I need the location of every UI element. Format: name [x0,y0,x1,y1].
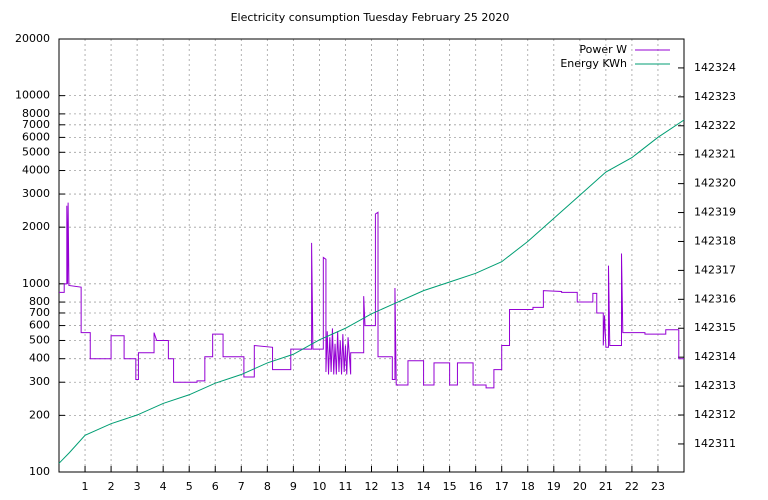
chart-title: Electricity consumption Tuesday February… [231,11,510,24]
y2-tick-label: 142321 [694,148,736,161]
y2-tick-label: 142314 [694,350,736,363]
x-tick-label: 2 [108,480,115,493]
x-tick-label: 13 [391,480,405,493]
y-tick-label: 200 [29,408,50,421]
y-tick-label: 100 [29,465,50,478]
y2-tick-label: 142313 [694,379,736,392]
legend-label: Power W [579,43,627,56]
x-tick-label: 10 [312,480,326,493]
x-tick-label: 19 [547,480,561,493]
x-tick-label: 4 [160,480,167,493]
x-tick-label: 17 [495,480,509,493]
y2-tick-label: 142322 [694,119,736,132]
series-line [59,202,684,389]
x-tick-label: 16 [469,480,483,493]
x-tick-label: 15 [443,480,457,493]
y-tick-label: 7000 [22,118,50,131]
x-tick-label: 3 [134,480,141,493]
y-tick-label: 10000 [15,89,50,102]
plot-frame [58,38,685,473]
y2-tick-label: 142323 [694,90,736,103]
y-tick-label: 800 [29,295,50,308]
y-tick-label: 700 [29,306,50,319]
y-tick-label: 400 [29,352,50,365]
y2-tick-label: 142317 [694,263,736,276]
y2-tick-label: 142316 [694,292,736,305]
x-tick-label: 20 [573,480,587,493]
y-tick-label: 500 [29,333,50,346]
x-tick-label: 18 [521,480,535,493]
x-tick-label: 1 [82,480,89,493]
x-tick-label: 7 [238,480,245,493]
y2-tick-label: 142318 [694,234,736,247]
y2-tick-label: 142319 [694,206,736,219]
y-tick-label: 3000 [22,187,50,200]
series-line [58,119,685,464]
y-tick-label: 5000 [22,145,50,158]
y-tick-label: 300 [29,375,50,388]
x-tick-label: 12 [365,480,379,493]
x-tick-label: 8 [264,480,271,493]
x-tick-label: 21 [599,480,613,493]
y2-tick-label: 142315 [694,321,736,334]
x-tick-label: 5 [186,480,193,493]
x-tick-label: 22 [625,480,639,493]
y-tick-label: 6000 [22,130,50,143]
x-tick-label: 11 [338,480,352,493]
x-tick-label: 14 [417,480,431,493]
y-tick-label: 20000 [15,32,50,45]
y-tick-label: 8000 [22,107,50,120]
x-tick-label: 6 [212,480,219,493]
y2-tick-label: 142324 [694,61,736,74]
y2-tick-label: 142312 [694,408,736,421]
y2-tick-label: 142311 [694,437,736,450]
x-tick-label: 23 [651,480,665,493]
x-tick-label: 9 [290,480,297,493]
y2-tick-label: 142320 [694,177,736,190]
y-tick-label: 600 [29,319,50,332]
legend-label: Energy KWh [560,57,627,70]
y-tick-label: 2000 [22,220,50,233]
y-tick-label: 1000 [22,277,50,290]
y-tick-label: 4000 [22,164,50,177]
